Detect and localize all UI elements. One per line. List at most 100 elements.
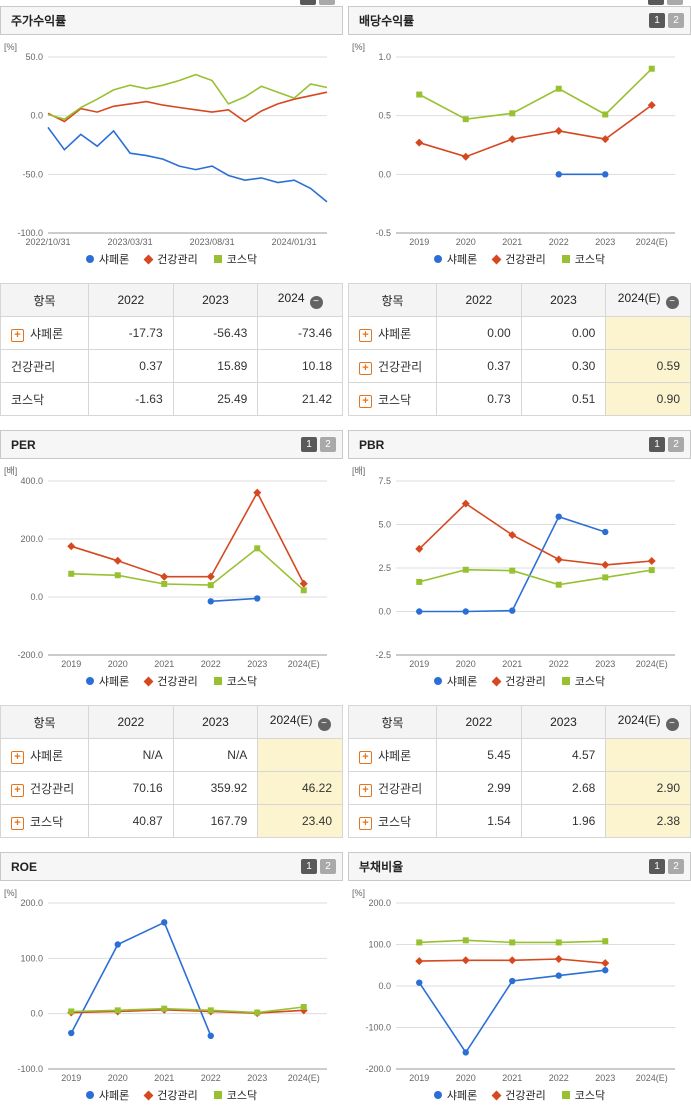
clipped-pager-left: 1 2: [0, 0, 343, 6]
debt-ratio-chart: [%]200.0 100.0 0.0 -100.0 -200.0 2019 2020 2021…: [352, 888, 675, 1083]
legend-marker-square: [561, 677, 570, 685]
collapse-column-icon[interactable]: −: [317, 718, 331, 731]
column-header-label: 2022: [117, 293, 145, 307]
legend-marker-square: [561, 255, 570, 263]
svg-text:2023: 2023: [247, 1073, 267, 1083]
expand-row-icon[interactable]: +: [11, 816, 24, 830]
collapse-column-icon[interactable]: −: [309, 296, 323, 309]
svg-text:[%]: [%]: [4, 888, 17, 898]
svg-text:[배]: [배]: [352, 466, 365, 476]
chart-legend: 샤페론 건강관리 코스닥: [348, 1085, 691, 1105]
pager-page-1[interactable]: 1: [301, 437, 317, 452]
svg-text:200.0: 200.0: [20, 534, 43, 544]
svg-text:[배]: [배]: [4, 466, 17, 476]
pager-page-2[interactable]: 2: [319, 0, 335, 5]
panel-roe: ROE 1 2 [%] 200.0 100.0 0.0 -100.0 2019 2020 20…: [0, 852, 343, 1105]
collapse-column-icon[interactable]: −: [665, 718, 679, 731]
svg-text:0.0: 0.0: [378, 169, 391, 179]
panel-title: PBR: [359, 437, 385, 452]
chart-area: [배] 400.0 200.0 0.0 -200.0 2019 2020 2021 2022 20…: [0, 459, 343, 691]
pager-page-2[interactable]: 2: [667, 0, 683, 5]
legend-label: 건강관리: [505, 254, 546, 266]
table-row: + 샤페론 N/A N/A: [0, 738, 343, 772]
column-header: 2022: [88, 705, 174, 739]
pager-page-1[interactable]: 1: [649, 13, 665, 28]
svg-text:-200.0: -200.0: [365, 1064, 391, 1074]
column-header-label: 항목: [33, 293, 56, 308]
value-cell: 1.96: [520, 804, 607, 838]
expand-row-icon[interactable]: +: [11, 750, 24, 764]
expand-row-icon[interactable]: +: [11, 783, 24, 797]
svg-text:0.0: 0.0: [30, 1009, 43, 1019]
expand-row-icon[interactable]: +: [11, 328, 24, 342]
expand-row-icon[interactable]: +: [359, 328, 372, 342]
value-cell: 2.99: [436, 771, 522, 805]
pager: 1 2: [649, 437, 684, 452]
clipped-toolbar: 1 2 1 2: [0, 0, 691, 6]
legend-label: 건강관리: [157, 254, 198, 266]
column-header-label: 2024(E): [617, 291, 661, 305]
svg-text:7.5: 7.5: [378, 476, 391, 486]
row-label: 코스닥: [30, 814, 64, 829]
expand-row-icon[interactable]: +: [359, 783, 372, 797]
row-label-cell: + 코스닥: [348, 382, 437, 416]
value-cell: N/A: [88, 738, 174, 772]
table-row: + 코스닥 40.87 167.79 23.40: [0, 804, 343, 838]
expand-row-icon[interactable]: +: [359, 750, 372, 764]
svg-text:2023: 2023: [247, 659, 267, 669]
column-header-label: 항목: [381, 715, 404, 730]
row-label: 건강관리: [11, 359, 56, 374]
svg-text:2024(E): 2024(E): [636, 659, 668, 669]
value-cell: 0.00: [520, 316, 607, 350]
legend-label: 코스닥: [574, 1090, 606, 1102]
table-header-row: 항목 2022 2023 2024(E) −: [348, 283, 691, 317]
row-label-cell: + 건강관리: [348, 771, 437, 805]
collapse-column-icon[interactable]: −: [665, 296, 679, 309]
row-label: 샤페론: [30, 326, 64, 341]
svg-text:5.0: 5.0: [378, 520, 391, 530]
column-header-label: 2023: [202, 715, 229, 729]
legend-marker-circle: [85, 255, 94, 263]
legend-item: 건강관리: [143, 1087, 198, 1103]
expand-row-icon[interactable]: +: [359, 361, 372, 375]
legend-label: 건강관리: [505, 676, 546, 688]
svg-text:0.0: 0.0: [378, 607, 391, 617]
price-return-table: 항목 2022 2023 2024− + 샤페론 -17.73 -56.43 -73.46 건강관…: [0, 283, 343, 416]
pager-page-1[interactable]: 1: [649, 437, 665, 452]
pager-page-2[interactable]: 2: [668, 859, 684, 874]
svg-text:1.0: 1.0: [378, 52, 391, 62]
pager-page-1[interactable]: 1: [301, 859, 317, 874]
pager-page-2[interactable]: 2: [668, 13, 684, 28]
panel-title: 부채비율: [359, 860, 404, 874]
svg-text:400.0: 400.0: [20, 476, 43, 486]
legend-item: 건강관리: [491, 673, 546, 689]
value-cell: -1.63: [88, 382, 174, 416]
pager-page-1[interactable]: 1: [649, 859, 665, 874]
expand-row-icon[interactable]: +: [359, 816, 372, 830]
pager-page-1[interactable]: 1: [300, 0, 316, 5]
row-label-cell: + 샤페론: [0, 316, 89, 350]
roe-chart: [%]200.0 100.0 0.0 -100.0 2019 2020 2021 2022 20…: [4, 888, 327, 1083]
legend-label: 코스닥: [226, 1090, 258, 1102]
table-row: 코스닥 -1.63 25.49 21.42: [0, 382, 343, 416]
svg-text:2024(E): 2024(E): [636, 1073, 668, 1083]
row-label-cell: 건강관리: [0, 349, 89, 383]
column-header: 항목: [348, 283, 437, 317]
legend-label: 건강관리: [505, 1090, 546, 1102]
expand-row-icon[interactable]: +: [359, 394, 372, 408]
svg-text:50.0: 50.0: [25, 52, 43, 62]
per-table: 항목 2022 2023 2024(E) − + 샤페론 N/A N/A + 건강관리 70.16 35…: [0, 705, 343, 838]
legend-marker-diamond: [143, 676, 154, 686]
pager-page-2[interactable]: 2: [320, 437, 336, 452]
svg-text:2023: 2023: [595, 659, 615, 669]
pager-page-2[interactable]: 2: [668, 437, 684, 452]
value-cell: 21.42: [257, 382, 343, 416]
pager-page-2[interactable]: 2: [320, 859, 336, 874]
svg-text:100.0: 100.0: [20, 953, 43, 963]
legend-item: 샤페론: [85, 1087, 129, 1103]
svg-text:2024/01/31: 2024/01/31: [272, 237, 317, 247]
pager-page-1[interactable]: 1: [648, 0, 664, 5]
legend-marker-diamond: [491, 676, 502, 686]
column-header-label: 2024(E): [617, 713, 661, 727]
